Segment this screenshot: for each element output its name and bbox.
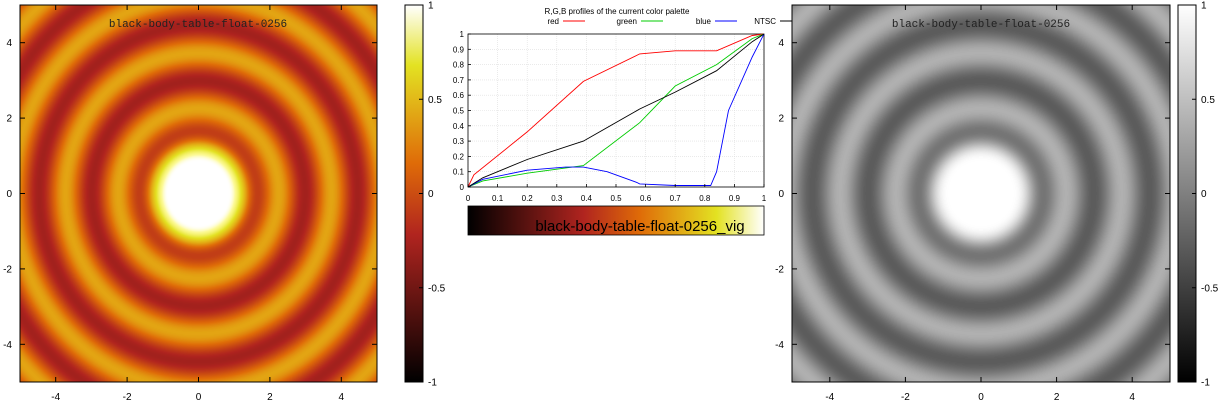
colorbar-tick-label: 0 bbox=[1201, 189, 1207, 200]
palette-colorbar-label: black-body-table-float-0256_vig bbox=[535, 218, 744, 235]
x-tick-label: 0.7 bbox=[670, 194, 682, 203]
palette-colorbar bbox=[467, 205, 765, 236]
series-line-blue bbox=[467, 33, 765, 188]
colorbar-tick-label: -1 bbox=[1201, 378, 1210, 389]
heatmap-right-x-ticks: -4 -2 0 2 4 bbox=[825, 5, 1135, 403]
x-tick-label: 0 bbox=[466, 194, 471, 203]
series-line-ntsc bbox=[467, 33, 765, 188]
y-tick-label: 2 bbox=[6, 114, 12, 125]
colorbar-tick-label: 1 bbox=[1201, 1, 1207, 12]
heatmap-left-y-ticks: 4 2 0 -2 -4 bbox=[3, 38, 377, 351]
legend-label-red: red bbox=[547, 17, 559, 26]
y-tick-label: 0 bbox=[6, 189, 12, 200]
y-tick-label: 0.8 bbox=[453, 61, 465, 70]
legend-label-green: green bbox=[617, 17, 637, 26]
colorbar-tick-label: 0.5 bbox=[428, 95, 442, 106]
x-tick-label: 0.1 bbox=[492, 194, 504, 203]
x-tick-label: -4 bbox=[825, 392, 834, 403]
profile-x-ticks: 0 0.1 0.2 0.3 0.4 0.5 0.6 0.7 0.8 0.9 1 bbox=[466, 184, 767, 203]
y-tick-label: 4 bbox=[778, 38, 784, 49]
x-tick-label: 1 bbox=[762, 194, 767, 203]
colorbar-tick-label: -0.5 bbox=[428, 283, 446, 294]
y-tick-label: 0.7 bbox=[453, 76, 465, 85]
y-tick-label: 0 bbox=[778, 189, 784, 200]
y-tick-label: 4 bbox=[6, 38, 12, 49]
heatmap-right: black-body-table-float-0256 -4 -2 0 2 4 420-… bbox=[775, 1, 1219, 404]
series-line-red bbox=[467, 33, 765, 188]
profile-y-ticks: 1 0.9 0.8 0.7 0.6 0.5 0.4 0.3 0.2 0.1 0 bbox=[453, 30, 471, 192]
x-tick-label: 0.8 bbox=[699, 194, 711, 203]
x-tick-label: -2 bbox=[123, 392, 132, 403]
y-tick-label: 0.6 bbox=[453, 91, 465, 100]
profile-legend: red green blue NTSC bbox=[547, 17, 802, 26]
x-tick-label: 0 bbox=[978, 392, 984, 403]
colorbar-tick-label: 1 bbox=[428, 1, 434, 12]
x-tick-label: 0 bbox=[196, 392, 202, 403]
colorbar-tick-label: -0.5 bbox=[1201, 283, 1219, 294]
x-tick-label: 4 bbox=[339, 392, 345, 403]
y-tick-label: 0.1 bbox=[453, 168, 465, 177]
y-tick-label: -4 bbox=[3, 340, 12, 351]
colorbar-tick-label: 0 bbox=[428, 189, 434, 200]
y-tick-label: -2 bbox=[775, 264, 784, 275]
x-tick-label: 0.9 bbox=[729, 194, 741, 203]
y-tick-label: 2 bbox=[778, 114, 784, 125]
colorbar-tick-label: 0.5 bbox=[1201, 95, 1215, 106]
heatmap-left-colorbar-ticks: 1 0.5 0 -0.5 -1 bbox=[419, 1, 446, 389]
legend-label-ntsc: NTSC bbox=[754, 17, 776, 26]
y-tick-label: 0 bbox=[460, 183, 465, 192]
heatmap-left-image bbox=[20, 5, 377, 382]
y-tick-label: 0.9 bbox=[453, 45, 465, 54]
y-tick-label: -4 bbox=[775, 340, 784, 351]
profile-grid bbox=[467, 33, 765, 188]
y-tick-label: 0.4 bbox=[453, 122, 465, 131]
y-tick-label: 0.3 bbox=[453, 137, 465, 146]
series-line-green bbox=[467, 33, 765, 188]
heatmap-left-x-ticks: -4 -2 0 2 4 bbox=[51, 5, 345, 403]
x-tick-label: 0.5 bbox=[610, 194, 622, 203]
x-tick-label: 2 bbox=[267, 392, 273, 403]
y-tick-label: 1 bbox=[460, 30, 465, 39]
legend-label-blue: blue bbox=[696, 17, 712, 26]
palette-profile-plot: R,G,B profiles of the current color pale… bbox=[453, 7, 802, 236]
heatmap-right-colorbar-ticks: 1 0.5 0 -0.5 -1 bbox=[1192, 1, 1219, 389]
colorbar-tick-label: -1 bbox=[428, 378, 437, 389]
y-tick-label: -2 bbox=[3, 264, 12, 275]
heatmap-right-y-ticks: 4 2 0 -2 -4 bbox=[775, 38, 1170, 351]
x-tick-label: 0.4 bbox=[581, 194, 593, 203]
x-tick-label: -2 bbox=[901, 392, 910, 403]
heatmap-left-title: black-body-table-float-0256 bbox=[109, 19, 287, 31]
x-tick-label: -4 bbox=[51, 392, 60, 403]
profile-series bbox=[467, 33, 765, 188]
heatmap-right-title: black-body-table-float-0256 bbox=[892, 19, 1070, 31]
x-tick-label: 0.3 bbox=[551, 194, 563, 203]
heatmap-left: black-body-table-float-0256 -4 -2 0 2 4 420-… bbox=[3, 1, 446, 404]
y-tick-label: 0.2 bbox=[453, 152, 465, 161]
x-tick-label: 0.6 bbox=[640, 194, 652, 203]
x-tick-label: 0.2 bbox=[522, 194, 534, 203]
x-tick-label: 4 bbox=[1129, 392, 1135, 403]
y-tick-label: 0.5 bbox=[453, 107, 465, 116]
profile-title: R,G,B profiles of the current color pale… bbox=[545, 7, 691, 16]
heatmap-right-image bbox=[792, 5, 1170, 382]
x-tick-label: 2 bbox=[1054, 392, 1060, 403]
